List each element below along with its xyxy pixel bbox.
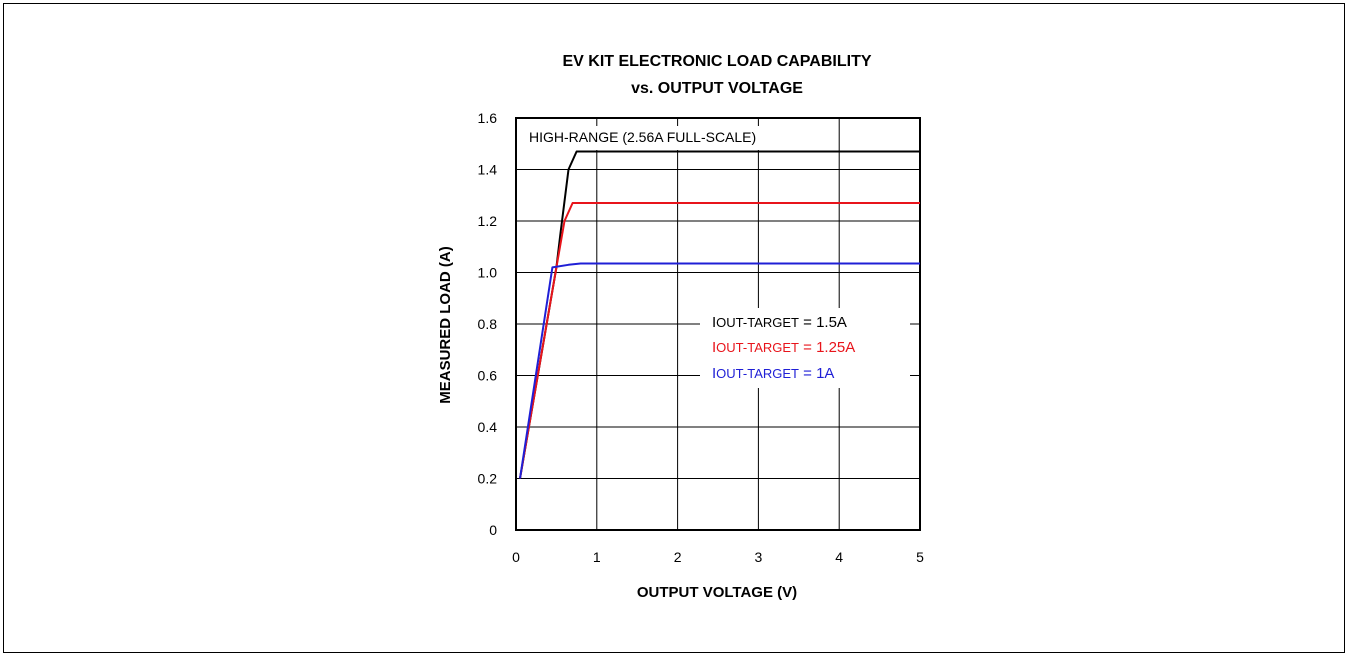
y-axis-label: MEASURED LOAD (A): [437, 246, 454, 404]
grid-lines: [516, 118, 920, 530]
legend-entry-2: IOUT-TARGET = 1.25A: [712, 339, 855, 356]
y-tick-label: 1.4: [478, 162, 498, 178]
legend-entry-1: IOUT-TARGET = 1.5A: [712, 314, 847, 331]
axis-ticks: 0 0.2 0.4 0.6 0.8 1.0 1.2 1.4 1.6 0 1 2 3 4 5: [478, 110, 925, 565]
plot-area: [515, 117, 921, 531]
x-tick-label: 5: [916, 549, 924, 565]
y-tick-label: 1.2: [478, 213, 498, 229]
annotation-background: [524, 126, 799, 150]
y-tick-label: 0.2: [478, 471, 498, 487]
x-tick-label: 3: [755, 549, 763, 565]
x-axis-label: OUTPUT VOLTAGE (V): [637, 584, 797, 601]
y-tick-label: 0.6: [478, 368, 498, 384]
series-line-3: [519, 262, 920, 479]
y-tick-label: 1.6: [478, 110, 498, 126]
x-tick-label: 4: [835, 549, 843, 565]
legend-entry-3: IOUT-TARGET = 1A: [712, 365, 834, 382]
chart-title-line2: vs. OUTPUT VOLTAGE: [631, 80, 803, 97]
data-series: [519, 150, 920, 479]
y-tick-label: 0.4: [478, 419, 498, 435]
y-tick-label: 1.0: [478, 265, 498, 281]
x-tick-label: 0: [512, 549, 520, 565]
range-annotation: HIGH-RANGE (2.56A FULL-SCALE): [529, 129, 756, 145]
x-tick-label: 2: [674, 549, 682, 565]
y-tick-label: 0: [489, 522, 497, 538]
chart-title-line1: EV KIT ELECTRONIC LOAD CAPABILITY: [562, 53, 871, 70]
series-line-2: [519, 202, 920, 479]
y-tick-label: 0.8: [478, 316, 498, 332]
x-tick-label: 1: [593, 549, 601, 565]
legend-background: [700, 308, 910, 388]
legend: IOUT-TARGET = 1.5A IOUT-TARGET = 1.25A IOU…: [712, 314, 855, 382]
